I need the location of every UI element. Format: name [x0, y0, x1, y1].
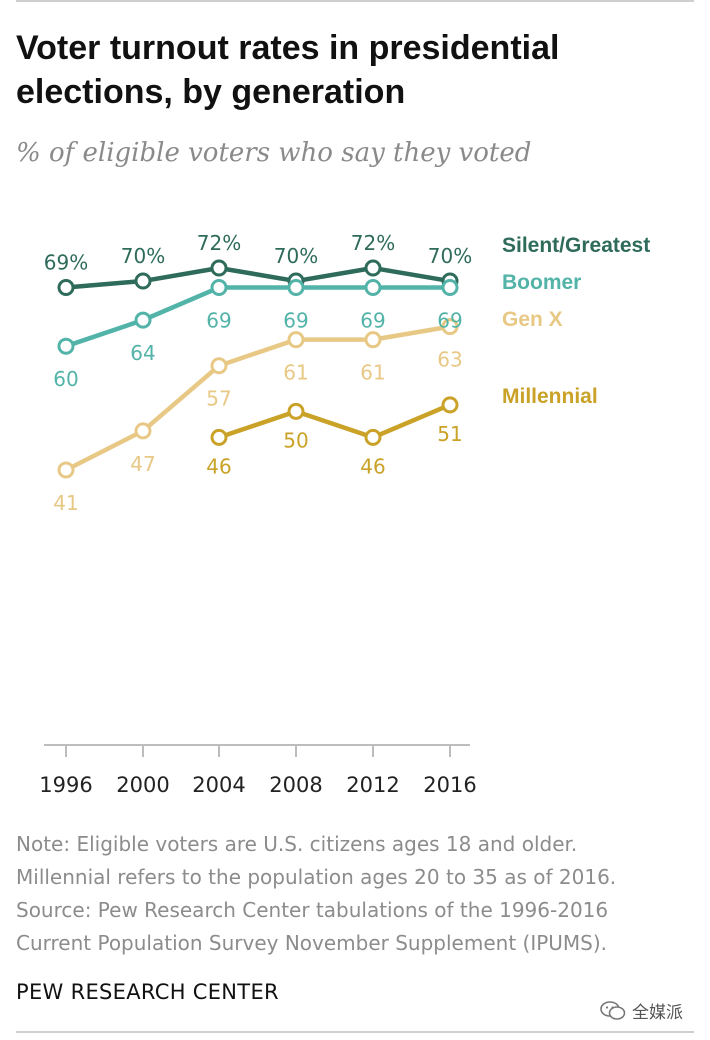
data-label: 51: [437, 422, 462, 446]
note-line: Millennial refers to the population ages…: [16, 865, 617, 889]
data-point: [57, 279, 75, 297]
x-tick-label: 2012: [346, 773, 399, 797]
legend-label: Boomer: [502, 271, 581, 294]
note-line: Note: Eligible voters are U.S. citizens …: [16, 832, 578, 856]
chart-title: Voter turnout rates in presidential elec…: [16, 26, 656, 114]
data-label: 50: [283, 428, 308, 452]
series-lines: [64, 265, 451, 473]
data-label: 69: [360, 309, 385, 333]
data-point: [134, 272, 152, 290]
series-line-gen-x: [64, 324, 451, 473]
data-label: 46: [206, 454, 231, 478]
data-point: [210, 428, 228, 446]
legend-label: Gen X: [502, 308, 563, 331]
bottom-rule: [16, 1031, 694, 1033]
x-tick-label: 2008: [269, 773, 322, 797]
data-label: 69: [206, 309, 231, 333]
x-axis: 1996 2000 2004 2008 2012 2016: [39, 744, 477, 797]
data-label: 72%: [197, 231, 241, 255]
org-logo-text: PEW RESEARCH CENTER: [16, 980, 279, 1004]
data-point: [441, 318, 459, 336]
legend-label: Millennial: [502, 385, 598, 408]
data-point: [364, 259, 382, 277]
data-label: 69: [437, 309, 462, 333]
legend-label: Silent/Greatest: [502, 234, 650, 257]
data-point: [57, 337, 75, 355]
data-point: [287, 402, 305, 420]
data-label: 47: [130, 452, 155, 476]
legend: Silent/Greatest Boomer Gen X Millennial: [502, 234, 650, 408]
data-label: 70%: [121, 244, 165, 268]
data-label: 70%: [428, 244, 472, 268]
data-point: [287, 279, 305, 297]
data-point: [210, 279, 228, 297]
line-chart: 1996 2000 2004 2008 2012 2016 69% 70% 72% 70% 72%…: [39, 231, 650, 797]
data-point: [57, 461, 75, 479]
data-label: 41: [53, 491, 78, 515]
data-point: [287, 331, 305, 349]
data-label: 72%: [351, 231, 395, 255]
x-tick-label: 2016: [423, 773, 476, 797]
source-line: Current Population Survey November Suppl…: [16, 931, 608, 955]
data-point: [134, 422, 152, 440]
data-label: 69%: [44, 251, 88, 275]
data-point: [134, 311, 152, 329]
chart-title-line2: elections, by generation: [16, 73, 406, 111]
x-tick-label: 2000: [116, 773, 169, 797]
series-line-silent-greatest: [65, 265, 451, 290]
data-label: 61: [360, 361, 385, 385]
series-line-millennial: [218, 402, 451, 440]
wechat-icon: [600, 1000, 626, 1020]
notes: Note: Eligible voters are U.S. citizens …: [16, 828, 706, 960]
data-label: 64: [130, 341, 155, 365]
series-line-boomer: [65, 285, 450, 349]
x-tick-label: 1996: [39, 773, 92, 797]
data-point: [364, 428, 382, 446]
watermark: 全媒派: [600, 998, 683, 1023]
series-points: [57, 259, 459, 479]
watermark-text: 全媒派: [632, 1003, 683, 1023]
data-label: 57: [206, 387, 231, 411]
data-labels: 69% 70% 72% 70% 72% 70% 60 64 69 69 69 69 41 47 57 61 61…: [44, 231, 472, 515]
data-label: 63: [437, 348, 462, 372]
top-rule: [16, 0, 694, 2]
data-point: [210, 259, 228, 277]
data-point: [364, 279, 382, 297]
data-label: 60: [53, 367, 78, 391]
chart-subtitle: % of eligible voters who say they voted: [16, 138, 532, 168]
data-point: [364, 331, 382, 349]
data-label: 61: [283, 361, 308, 385]
data-point: [441, 279, 459, 297]
data-label: 46: [360, 454, 385, 478]
chart-title-line1: Voter turnout rates in presidential: [16, 29, 560, 67]
data-label: 70%: [274, 244, 318, 268]
source-line: Source: Pew Research Center tabulations …: [16, 898, 609, 922]
x-tick-label: 2004: [192, 773, 245, 797]
data-point: [441, 396, 459, 414]
data-label: 69: [283, 309, 308, 333]
data-point: [210, 357, 228, 375]
